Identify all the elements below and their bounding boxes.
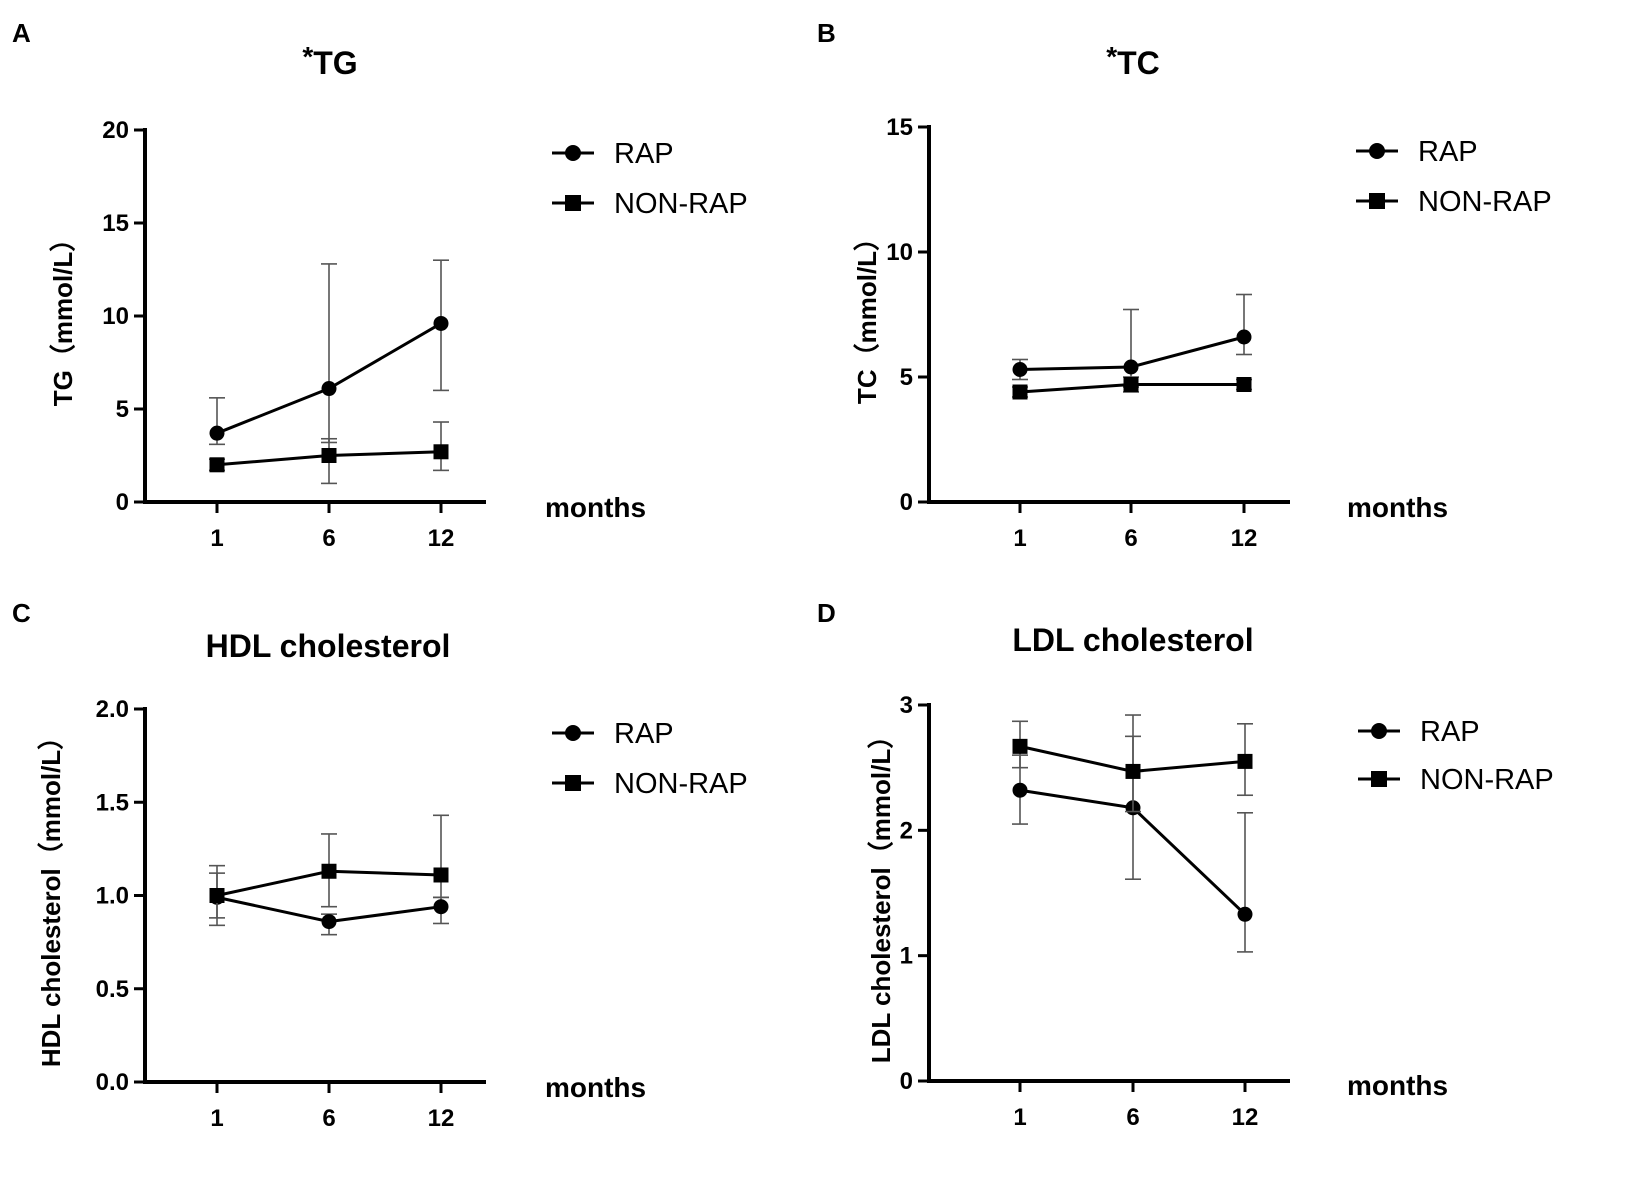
rap-point — [209, 425, 225, 441]
y-tick-label: 2 — [900, 817, 913, 844]
rap-point — [321, 914, 337, 930]
x-tick-label: 6 — [1126, 1104, 1139, 1131]
non-rap-point — [1123, 377, 1139, 392]
non-rap-point — [1012, 738, 1028, 754]
y-tick-label: 0.0 — [96, 1069, 129, 1096]
non-rap-point — [433, 867, 449, 883]
rap-point — [1236, 329, 1252, 345]
non-rap-point — [1012, 384, 1028, 400]
legend-non-rap-label: NON-RAP — [614, 768, 748, 800]
x-tick-label: 12 — [428, 525, 455, 552]
non-rap-point — [1236, 377, 1252, 392]
y-tick-label: 0 — [900, 489, 913, 516]
x-tick-label: 12 — [1232, 1104, 1259, 1131]
y-tick-label: 15 — [102, 210, 129, 237]
y-tick-label: 2.0 — [96, 696, 129, 723]
legend-rap-label: RAP — [1418, 136, 1478, 168]
y-tick-label: 5 — [116, 396, 129, 423]
rap-point — [321, 381, 337, 397]
legend-rap-marker — [565, 145, 581, 161]
non-rap-point — [433, 444, 449, 460]
non-rap-point — [1237, 753, 1253, 769]
y-tick-label: 1 — [900, 943, 913, 970]
y-tick-label: 10 — [102, 303, 129, 330]
x-axis-label: months — [1347, 492, 1448, 523]
legend-non-rap-marker — [1369, 193, 1385, 209]
x-axis-label: months — [545, 1072, 646, 1103]
x-tick-label: 12 — [428, 1105, 455, 1132]
y-axis-label: TG（mmol/L） — [48, 226, 78, 407]
legend-non-rap-marker — [565, 195, 581, 211]
x-tick-label: 6 — [322, 525, 335, 552]
y-tick-label: 15 — [886, 114, 913, 141]
title-text: TG — [313, 45, 357, 81]
panel-label: D — [817, 598, 836, 628]
non-rap-point — [209, 457, 225, 473]
chart-title: LDL cholesterol — [1012, 622, 1253, 658]
legend-rap-label: RAP — [614, 718, 674, 750]
x-tick-label: 1 — [1013, 1104, 1026, 1131]
y-tick-label: 5 — [900, 364, 913, 391]
y-tick-label: 0 — [116, 489, 129, 516]
legend-non-rap-label: NON-RAP — [1420, 764, 1554, 796]
legend-non-rap-marker — [565, 775, 581, 791]
legend-rap-label: RAP — [1420, 716, 1480, 748]
panel-label: A — [12, 18, 31, 48]
x-tick-label: 6 — [1124, 525, 1137, 552]
rap-point — [433, 315, 449, 331]
y-tick-label: 3 — [900, 692, 913, 719]
non-rap-point — [321, 448, 337, 463]
rap-point — [1012, 362, 1028, 377]
x-tick-label: 6 — [322, 1105, 335, 1132]
x-axis-label: months — [1347, 1070, 1448, 1101]
non-rap-point — [209, 888, 225, 903]
chart-title: *TC — [1106, 41, 1160, 81]
y-tick-label: 10 — [886, 239, 913, 266]
y-tick-label: 0 — [900, 1068, 913, 1095]
rap-point — [1237, 906, 1253, 922]
x-tick-label: 12 — [1231, 525, 1258, 552]
non-rap-point — [1125, 763, 1141, 779]
panel-c: C HDL cholesterol 0.0 0.5 1.0 1.5 2.0 1 6 12 HDL c… — [12, 598, 748, 1132]
x-tick-label: 1 — [1013, 525, 1026, 552]
y-axis-label: LDL cholesterol（mmol/L） — [866, 723, 896, 1063]
y-tick-label: 1.5 — [96, 789, 129, 816]
legend-non-rap-marker — [1371, 771, 1387, 787]
y-tick-label: 0.5 — [96, 976, 129, 1003]
x-axis-label: months — [545, 492, 646, 523]
rap-point — [1012, 782, 1028, 798]
y-tick-label: 20 — [102, 117, 129, 144]
panel-b: B *TC 0 5 10 15 1 6 12 TC（mmol/L） months RAP NON-RAP — [817, 18, 1552, 552]
chart-title: *TG — [302, 41, 357, 81]
legend-non-rap-label: NON-RAP — [614, 188, 748, 220]
rap-point — [433, 899, 449, 915]
y-axis-label: TC（mmol/L） — [852, 225, 882, 404]
x-tick-label: 1 — [210, 1105, 223, 1132]
legend-non-rap-label: NON-RAP — [1418, 186, 1552, 218]
title-text: TC — [1117, 45, 1160, 81]
title-asterisk: * — [302, 41, 313, 72]
panel-label: B — [817, 18, 836, 48]
rap-point — [1123, 359, 1139, 375]
non-rap-point — [321, 863, 337, 879]
panel-label: C — [12, 598, 31, 628]
y-axis-label: HDL cholesterol（mmol/L） — [36, 724, 66, 1067]
legend-rap-label: RAP — [614, 138, 674, 170]
title-asterisk: * — [1106, 41, 1117, 72]
x-tick-label: 1 — [210, 525, 223, 552]
y-tick-label: 1.0 — [96, 883, 129, 910]
legend-rap-marker — [1369, 143, 1385, 159]
legend-rap-marker — [565, 725, 581, 741]
chart-title: HDL cholesterol — [206, 628, 451, 664]
legend-rap-marker — [1371, 723, 1387, 739]
